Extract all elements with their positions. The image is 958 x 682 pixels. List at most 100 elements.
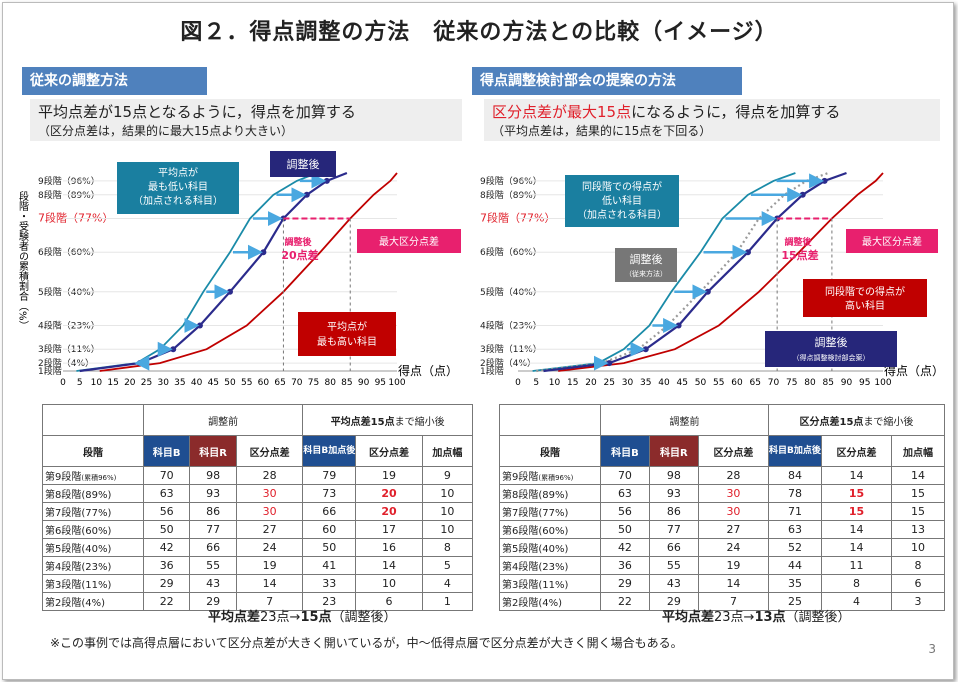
cell-b: 63: [600, 484, 650, 503]
level-cell: 第9段階(累積96%): [42, 466, 144, 485]
cell-d2: 20: [355, 484, 423, 503]
cell-b2: 23: [302, 592, 357, 611]
x-tick-75: 75: [308, 378, 319, 388]
cell-b2: 50: [302, 538, 357, 557]
cell-b2: 33: [302, 574, 357, 593]
series-point: [642, 346, 649, 353]
level-label-89: 8段階（89%）: [480, 189, 542, 201]
x-tick-10: 10: [549, 378, 561, 388]
table-row: 第6段階(60%) 50 77 27 60 17 10: [42, 520, 474, 539]
left-callout-diff-1: 調整後: [284, 236, 312, 248]
group2-bold: 区分点差15点: [799, 416, 864, 428]
corner-cell: [499, 404, 601, 436]
cell-d2: 17: [355, 520, 423, 539]
cell-add: 13: [891, 520, 945, 539]
right-callout-conv-box: [615, 248, 677, 282]
level-label-23: 4段階（23%）: [480, 319, 542, 331]
cell-d1: 28: [697, 466, 769, 485]
right-callout-prop: 調整後: [815, 335, 848, 349]
cell-add: 10: [421, 520, 474, 539]
right-desc-line1: 区分点差が最大15点になるように，得点を加算する: [492, 101, 932, 122]
cell-d2: 15: [820, 484, 893, 503]
left-description: 平均点差が15点となるように，得点を加算する （区分点差は，結果的に最大15点よ…: [30, 99, 462, 141]
x-tick-95: 95: [859, 378, 870, 388]
left-callout-high-mean-1: 平均点が: [327, 320, 367, 333]
right-section-header: 得点調整検討部会の提案の方法: [472, 67, 742, 95]
right-summary-bold: 平均点差: [662, 610, 715, 625]
cell-r: 29: [189, 592, 237, 611]
level-cell: 第7段階(77%): [499, 502, 601, 521]
level-cell: 第7段階(77%): [42, 502, 144, 521]
table-row: 第3段階(11%) 29 43 14 35 8 6: [499, 574, 945, 593]
right-callout-high-box: [803, 279, 927, 317]
cell-add: 10: [421, 484, 474, 503]
cell-add: 3: [891, 592, 945, 611]
cell-r: 29: [648, 592, 699, 611]
x-tick-20: 20: [585, 378, 597, 388]
cell-b2: 44: [767, 556, 822, 575]
table-row: 第4段階(23%) 36 55 19 44 11 8: [499, 556, 945, 575]
right-x-ticks: 0 5 10 15 20 25 30 35 40 45 50 55 60 65 70 75 80 85 90 95 10…: [515, 378, 892, 388]
right-xaxis-title: 得点（点）: [884, 363, 944, 378]
cell-r: 43: [189, 574, 237, 593]
x-tick-15: 15: [567, 378, 578, 388]
right-callout-diff-2: 15点差: [781, 248, 818, 262]
series-line-1: [99, 172, 398, 372]
level-label-40: 5段階（40%）: [480, 286, 542, 298]
x-tick-25: 25: [604, 378, 615, 388]
x-tick-35: 35: [640, 378, 651, 388]
table-row: 第6段階(60%) 50 77 27 63 14 13: [499, 520, 945, 539]
x-tick-50: 50: [224, 378, 236, 388]
cell-d2: 20: [355, 502, 423, 521]
x-tick-5: 5: [533, 378, 539, 388]
level-label-0: 1段階: [38, 365, 62, 377]
cell-add: 14: [891, 466, 945, 485]
left-callout-low-mean-box: [117, 162, 239, 214]
x-tick-60: 60: [731, 378, 743, 388]
right-desc-rest: になるように，得点を加算する: [631, 103, 841, 121]
cell-r: 55: [189, 556, 237, 575]
cell-b2: 71: [767, 502, 822, 521]
corner-cell: [42, 404, 144, 436]
cell-d1: 27: [235, 520, 304, 539]
series-point: [704, 288, 711, 295]
left-x-ticks: 0 5 10 15 20 25 30 35 40 45 50 55 60 65 70 75 80 85 90 95 10…: [60, 378, 406, 388]
cell-b2: 73: [302, 484, 357, 503]
footnote: ※この事例では高得点層において区分点差が大きく開いているが，中〜低得点層で区分点…: [50, 636, 683, 650]
level-note: (累積96%): [81, 474, 117, 482]
right-desc-red: 区分点差が最大15点: [492, 103, 632, 121]
col-subject-b-added: 科目B加点後: [767, 435, 822, 467]
x-tick-40: 40: [191, 378, 203, 388]
series-point: [260, 249, 267, 256]
cell-b: 56: [600, 502, 650, 521]
cell-b: 29: [600, 574, 650, 593]
x-tick-5: 5: [77, 378, 83, 388]
table-row: 第2段階(4%) 22 29 7 23 6 1: [42, 592, 474, 611]
cell-r: 77: [648, 520, 699, 539]
x-tick-0: 0: [515, 378, 521, 388]
left-summary-mid: 23点→: [260, 610, 301, 625]
x-tick-85: 85: [823, 378, 834, 388]
cell-d2: 4: [820, 592, 893, 611]
right-callout-low-2: 低い科目: [602, 194, 642, 207]
x-tick-10: 10: [91, 378, 103, 388]
cell-d2: 19: [355, 466, 423, 485]
cell-add: 10: [891, 538, 945, 557]
x-tick-65: 65: [274, 378, 285, 388]
x-tick-70: 70: [291, 378, 303, 388]
cell-d1: 19: [697, 556, 769, 575]
cell-b2: 63: [767, 520, 822, 539]
group2-header: 平均点差15点まで縮小後: [302, 404, 473, 436]
level-label-77: 7段階（77%）: [480, 211, 555, 225]
x-tick-85: 85: [341, 378, 352, 388]
table-row: 第5段階(40%) 42 66 24 50 16 8: [42, 538, 474, 557]
cell-b2: 79: [302, 466, 357, 485]
x-tick-80: 80: [804, 378, 816, 388]
cell-b: 50: [142, 520, 191, 539]
left-yaxis-title: 段階・受験者の累積割合（%）: [17, 190, 29, 331]
cell-b: 56: [142, 502, 191, 521]
cell-r: 98: [189, 466, 237, 485]
cell-add: 10: [421, 502, 474, 521]
series-line-1: [558, 172, 884, 372]
cell-add: 1: [421, 592, 474, 611]
